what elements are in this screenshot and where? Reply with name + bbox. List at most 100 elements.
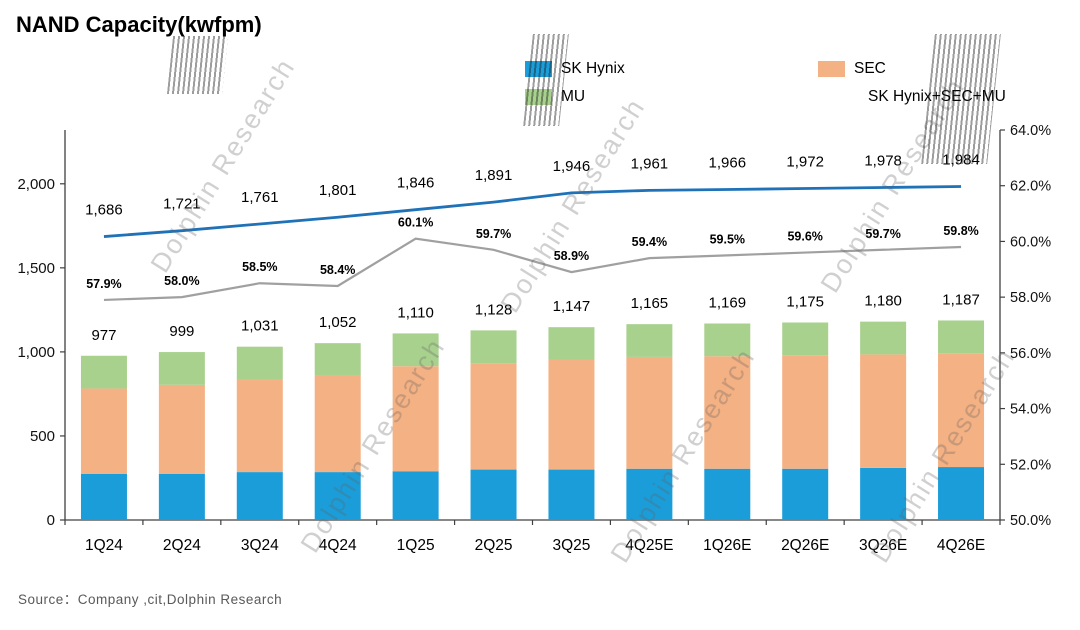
right-axis-tick-label: 64.0% [1010,123,1051,139]
left-axis-tick-label: 0 [47,512,55,529]
utilization-label: 59.4% [632,235,667,249]
x-axis-category-label: 4Q24 [319,537,357,554]
right-axis-tick-label: 56.0% [1010,346,1051,362]
bar-segment [782,322,829,356]
utilization-label: 59.6% [787,230,822,244]
sk-hynix-swatch [525,61,552,77]
bar-segment [470,363,517,470]
bar-segment [860,354,907,468]
legend-label-sk-hynix: SK Hynix [561,60,625,77]
bar-segment [548,359,595,470]
utilization-label: 57.9% [86,277,121,291]
total-capacity-label: 1,891 [475,167,513,184]
total-capacity-line [103,185,962,238]
source-note: Source：Company ,cit,Dolphin Research [18,592,283,607]
utilization-line [103,237,962,302]
bar-segment [860,321,907,355]
page-title: NAND Capacity(kwfpm) [16,12,262,37]
total-capacity-label: 1,972 [786,154,824,171]
x-axis-category-label: 4Q25E [625,537,673,554]
right-axis-tick-label: 52.0% [1010,457,1051,473]
x-axis-category-label: 2Q24 [163,537,201,554]
bar-segment [80,355,127,389]
bar-segment [392,471,439,520]
x-axis-category-label: 4Q26E [937,537,985,554]
right-axis-tick-label: 54.0% [1010,402,1051,418]
right-axis-tick-label: 58.0% [1010,290,1051,306]
bar-segment [704,323,751,357]
bar-segment [158,384,205,474]
bar-total-label: 1,110 [397,304,433,321]
bar-segment [548,469,595,520]
legend-item-total-line: SK Hynix+SEC+MU [868,88,1006,106]
utilization-label: 58.4% [320,263,355,277]
total-capacity-label: 1,946 [553,158,591,175]
bar-total-label: 1,187 [942,291,980,308]
right-axis-tick-label: 62.0% [1010,179,1051,195]
bar-segment [80,473,127,520]
bar-segment [158,352,205,385]
bar-segment [626,468,673,520]
total-capacity-label: 1,961 [631,155,669,172]
left-axis-tick-label: 500 [30,428,55,445]
legend-item-sk-hynix: SK Hynix [525,60,625,78]
utilization-labels: 57.9% 58.0% 58.5% 58.4% 60.1% 59.7% 58.9% 59.4%… [86,216,979,291]
bar-segment [80,388,127,474]
total-capacity-label: 1,978 [864,152,902,169]
bar-total-label: 1,052 [319,314,357,331]
bar-segment [782,468,829,520]
bar-segment [470,469,517,520]
utilization-label: 59.7% [476,227,511,241]
bar-total-label: 1,128 [475,301,513,318]
bar-segment [704,468,751,520]
bar-total-label: 1,180 [864,293,902,310]
total-capacity-labels: 1,686 1,721 1,761 1,801 1,846 1,891 1,946 1,961… [85,151,980,218]
bar-segment [314,375,361,473]
legend-item-mu: MU [525,88,585,106]
x-axis-category-label: 3Q25 [552,537,590,554]
x-axis-category-label: 3Q26E [859,537,907,554]
utilization-label: 58.0% [164,274,199,288]
bar-total-label: 1,147 [553,298,591,315]
left-axis-tick-label: 1,500 [17,260,55,277]
x-axis-category-label: 2Q25 [475,537,513,554]
bar-segment [236,379,283,473]
bar-total-label: 1,175 [786,293,824,310]
legend-label-total-line: SK Hynix+SEC+MU [868,88,1006,105]
utilization-label: 59.5% [710,232,745,246]
bar-segment [392,366,439,472]
bar-segment [704,356,751,469]
bar-total-label: 1,165 [631,295,669,312]
bar-segment [626,356,673,469]
bar-segment [626,324,673,357]
utilization-label: 59.7% [865,227,900,241]
sec-swatch [818,61,845,77]
legend-item-sec: SEC [818,60,886,78]
legend-label-mu: MU [561,88,586,105]
bar-total-label: 1,169 [709,294,747,311]
x-axis-category-label: 1Q25 [397,537,435,554]
total-capacity-label: 1,984 [942,151,980,168]
bar-total-label: 1,031 [241,318,279,335]
x-axis-category-label: 2Q26E [781,537,829,554]
bars-group [80,320,985,520]
left-axis-tick-label: 2,000 [17,176,55,193]
utilization-label: 58.5% [242,260,277,274]
total-capacity-label: 1,966 [709,155,747,172]
bar-segment [158,473,205,520]
bar-segment [392,333,439,367]
bar-segment [860,467,907,520]
left-axis-tick-label: 1,000 [17,344,55,361]
bar-segment [938,320,985,354]
bar-segment [938,467,985,520]
utilization-label: 58.9% [554,249,589,263]
utilization-label: 59.8% [943,224,978,238]
bar-segment [314,472,361,520]
right-axis-tick-label: 50.0% [1010,513,1051,529]
x-axis-category-label: 1Q26E [703,537,751,554]
axes: 0 500 1,000 1,500 2,000 50.0% 52.0% 54.0% 56.0% 5… [17,123,1051,554]
bar-segment [938,353,985,468]
bar-segment [236,346,283,380]
